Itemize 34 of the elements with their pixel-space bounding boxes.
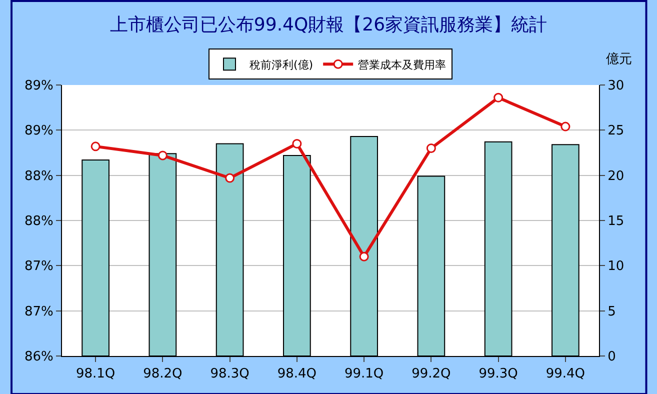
y2-tick-label: 15 xyxy=(608,214,624,230)
point xyxy=(494,92,504,102)
point xyxy=(426,143,436,153)
chart-title: 上市櫃公司已公布99.4Q財報【26家資訊服務業】統計 xyxy=(110,14,548,36)
y2-tick-label: 20 xyxy=(608,168,624,184)
legend-label: 稅前淨利(億) xyxy=(250,58,314,72)
point xyxy=(560,122,570,132)
x-tick-label: 98.3Q xyxy=(210,366,250,382)
x-tick-label: 98.2Q xyxy=(143,366,182,382)
x-tick-label: 98.4Q xyxy=(277,366,317,382)
y-tick-label: 87% xyxy=(24,259,54,274)
legend-label: 營業成本及費用率 xyxy=(358,58,446,72)
y-tick-label: 89% xyxy=(24,124,54,139)
point xyxy=(359,252,369,262)
y-tick-label: 86% xyxy=(24,350,54,365)
point xyxy=(158,150,168,160)
x-tick-label: 99.4Q xyxy=(546,366,586,382)
y2-tick-label: 30 xyxy=(608,78,624,94)
y2-tick-label: 5 xyxy=(608,304,616,320)
x-tick-label: 98.1Q xyxy=(76,366,116,382)
y2-tick-label: 25 xyxy=(608,124,624,139)
y2-tick-label: 0 xyxy=(608,350,616,365)
point xyxy=(292,138,302,148)
x-tick-label: 99.1Q xyxy=(344,366,384,382)
x-tick-label: 99.3Q xyxy=(478,366,518,382)
x-tick-label: 99.2Q xyxy=(412,366,451,382)
y-tick-label: 87% xyxy=(24,304,54,320)
y-tick-label: 88% xyxy=(24,168,54,184)
y-tick-label: 89% xyxy=(24,78,54,94)
y2-tick-label: 10 xyxy=(608,259,624,274)
point xyxy=(225,173,235,183)
y2-axis-title: 億元 xyxy=(606,52,632,67)
y-tick-label: 88% xyxy=(24,214,54,230)
point xyxy=(90,142,100,152)
